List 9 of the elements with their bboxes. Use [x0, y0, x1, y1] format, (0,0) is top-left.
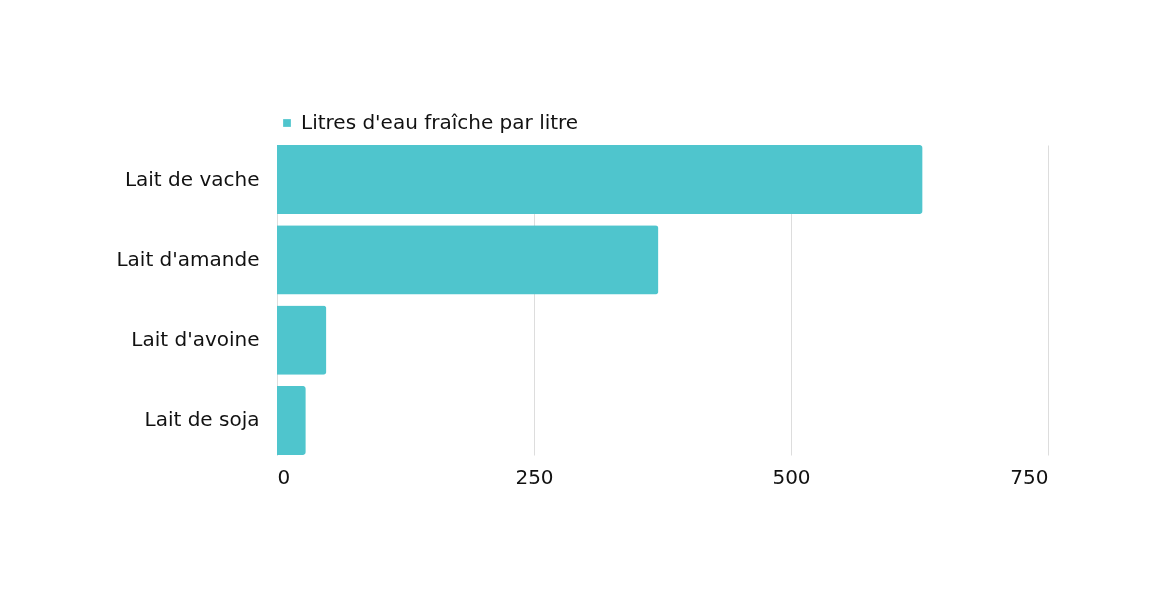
x-tick-label: 0	[277, 464, 291, 489]
x-tick-label: 250	[515, 464, 554, 489]
x-tick-label: 500	[772, 464, 811, 489]
legend-label: Litres d'eau fraîche par litre	[301, 110, 579, 134]
y-tick-label: Lait de vache	[124, 166, 260, 191]
y-tick-label: Lait d'avoine	[131, 327, 260, 352]
y-tick-label: Lait d'amande	[116, 246, 260, 271]
y-tick-label: Lait de soja	[144, 407, 260, 432]
x-tick-label: 750	[1010, 464, 1049, 489]
